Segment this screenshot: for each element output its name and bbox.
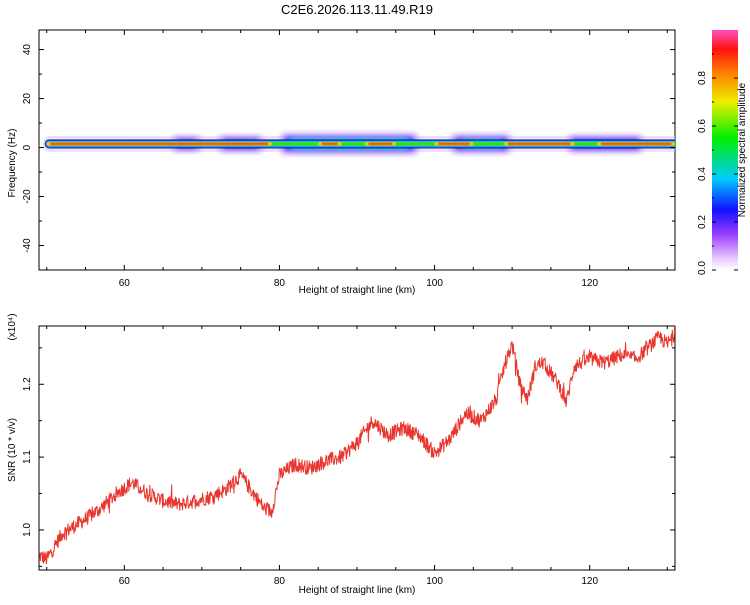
colorbar-ticks: 0.0 0.2 0.4 0.6 0.8 [697, 53, 738, 275]
band-core-segment [364, 142, 396, 146]
snr-x-tick-label: 80 [274, 576, 286, 587]
snr-x-label: Height of straight line (km) [299, 585, 416, 596]
snr-axes: 60 80 100 120 1.0 1.1 1.2 [22, 326, 675, 587]
snr-y-tick-label: 1.1 [22, 450, 33, 464]
colorbar-tick-label: 0.2 [697, 215, 708, 229]
snr-series-line [39, 326, 675, 565]
spectrogram-x-tick-label: 120 [581, 278, 598, 289]
spectrogram-image [43, 131, 675, 156]
snr-x-tick-label: 100 [426, 576, 443, 587]
snr-frame [38, 325, 676, 571]
colorbar-tick-label: 0.0 [697, 261, 708, 275]
core-red [367, 142, 393, 146]
spectrogram-panel: 60 80 100 120 40 20 0 -20 -40 Frequency (Hz) Hei… [7, 29, 676, 296]
spectrogram-x-label: Height of straight line (km) [299, 285, 416, 296]
spectrogram-y-tick-label: 20 [22, 93, 33, 105]
band-outline [44, 138, 675, 149]
snr-x-tick-label: 60 [119, 576, 131, 587]
core-red [437, 142, 471, 146]
colorbar-label: Normalized spectral amplitude [737, 82, 748, 217]
snr-y-label: SNR (10 * v/v) [7, 418, 18, 482]
snr-y-tick-label: 1.2 [22, 377, 33, 391]
spectrogram-y-tick-label: -20 [22, 189, 33, 204]
colorbar-tick-label: 0.4 [697, 167, 708, 181]
band-core-segment [434, 142, 474, 146]
spectrogram-y-tick-label: 0 [22, 144, 33, 150]
figure-title: C2E6.2026.113.11.49.R19 [281, 2, 433, 17]
spectrogram-axes: 60 80 100 120 40 20 0 -20 -40 [22, 30, 675, 289]
colorbar-tick-label: 0.6 [697, 119, 708, 133]
band-core-segment [318, 142, 342, 146]
spectrogram-x-tick-label: 60 [119, 278, 131, 289]
colorbar-tick-label: 0.8 [697, 71, 708, 85]
core-red [507, 142, 572, 146]
core-red [49, 142, 269, 146]
core-red [600, 142, 672, 146]
colorbar-gradient [712, 30, 738, 270]
snr-y-tick-label: 1.0 [22, 523, 33, 537]
spectrogram-y-tick-label: 40 [22, 44, 33, 56]
spectrogram-y-label: Frequency (Hz) [7, 129, 18, 198]
band-core-segment [504, 142, 575, 146]
snr-multiplier: (x10⁴) [7, 313, 18, 340]
spectrogram-y-tick-label: -40 [22, 238, 33, 253]
colorbar: 0.0 0.2 0.4 0.6 0.8 Normalized spectral ampl… [697, 30, 748, 275]
band-core-segment [597, 142, 675, 146]
spectrogram-x-tick-label: 80 [274, 278, 286, 289]
snr-x-tick-label: 120 [581, 576, 598, 587]
core-red [321, 142, 339, 146]
snr-panel: 60 80 100 120 1.0 1.1 1.2 (x10⁴) SNR (10 * v/v… [7, 313, 676, 596]
spectrogram-x-tick-label: 100 [426, 278, 443, 289]
band-core-segment [46, 142, 272, 146]
